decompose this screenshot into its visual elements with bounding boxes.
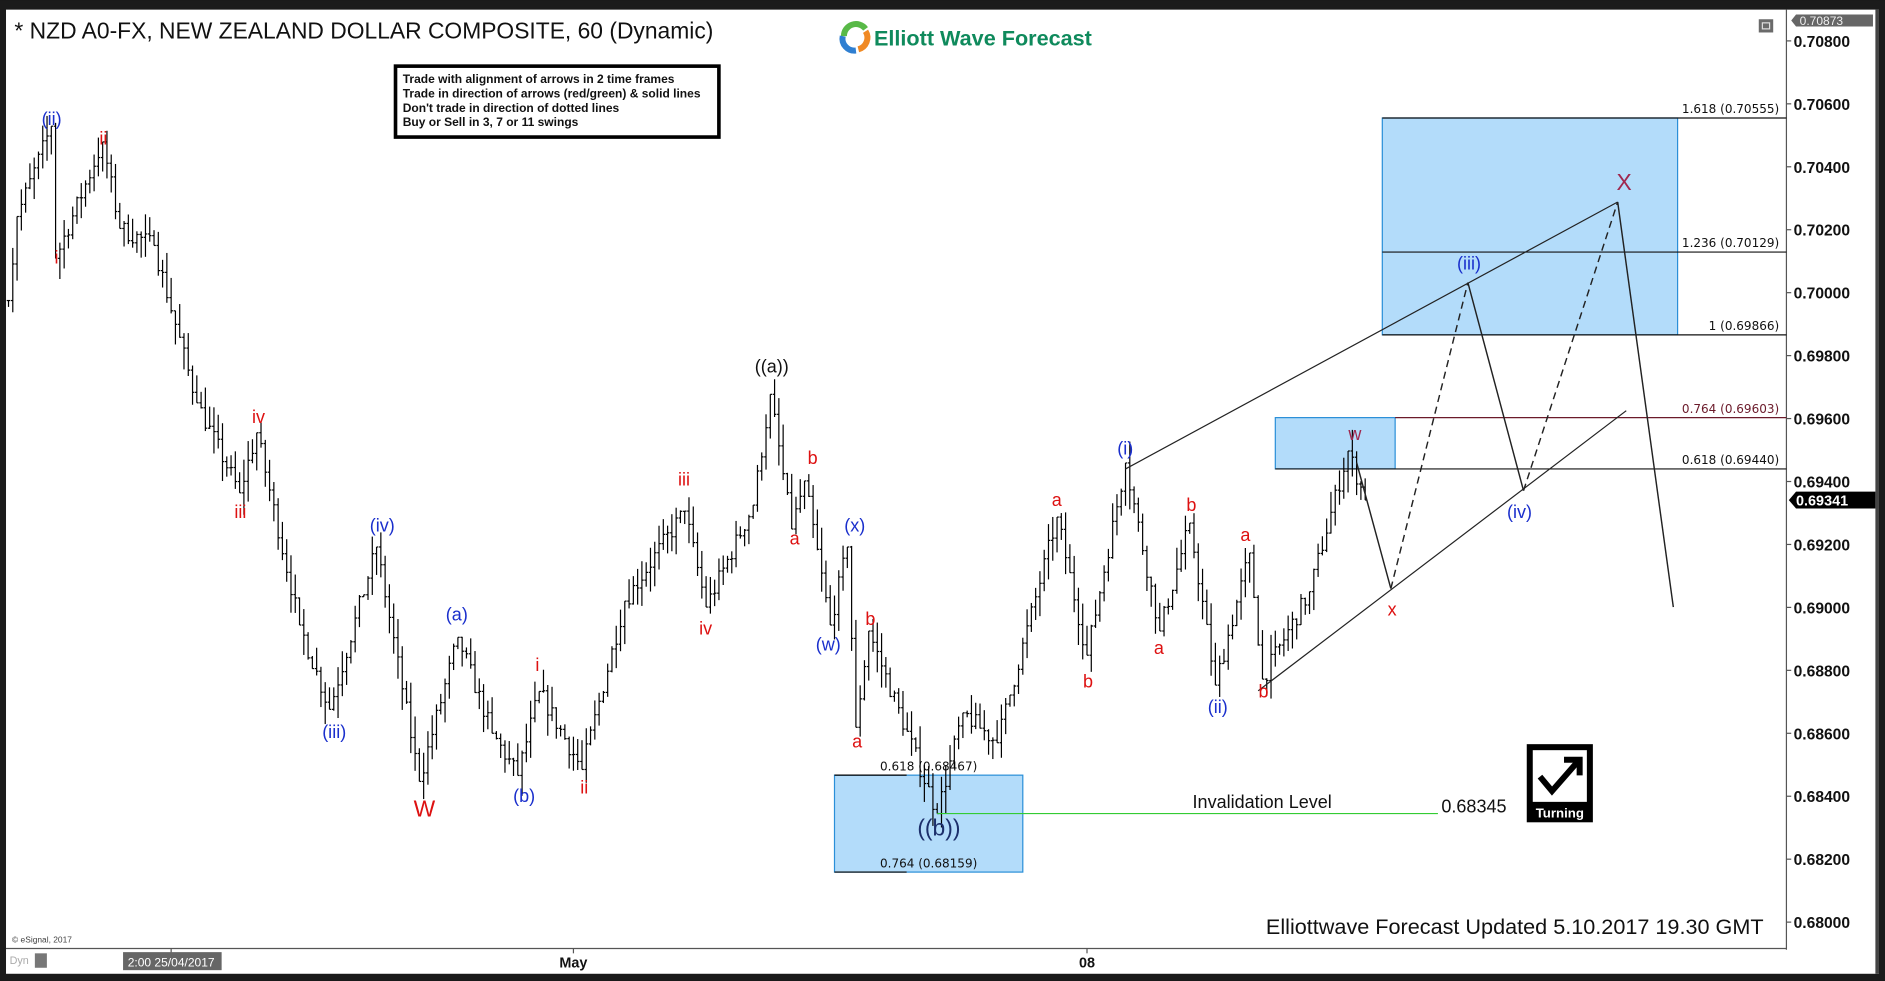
logo: Elliott Wave Forecast: [839, 21, 1092, 54]
wave-label: i: [535, 655, 539, 675]
wave-label: (a): [446, 604, 468, 624]
wave-label: b: [1258, 681, 1268, 701]
turning-badge: Turning: [1526, 744, 1593, 823]
wave-label: a: [790, 529, 801, 549]
price-bars: [6, 115, 1367, 828]
wave-label: X: [1617, 169, 1632, 195]
wave-label: ((a)): [755, 357, 789, 377]
wave-label: b: [808, 448, 818, 468]
wave-label: a: [1240, 525, 1251, 545]
forecast-solid-line: [1467, 282, 1525, 491]
fib-label: 1 (0.69866): [1709, 319, 1780, 333]
fib-label: 0.764 (0.69603): [1682, 402, 1779, 416]
channel-line: [1125, 201, 1618, 470]
wave-label: (ii): [1208, 697, 1228, 717]
y-tick-label: 0.68400: [1794, 789, 1851, 806]
wave-label: (iv): [1507, 502, 1532, 522]
wave-label: iii: [234, 502, 246, 522]
top-price-tag: 0.70873: [1791, 14, 1873, 28]
wave-label: b: [865, 609, 875, 629]
wave-label: W: [414, 795, 436, 821]
wave-label: iii: [678, 470, 690, 490]
rule-line: Don't trade in direction of dotted lines: [403, 101, 620, 115]
wave-label: i: [54, 247, 58, 267]
turning-label: Turning: [1536, 805, 1584, 820]
rule-line: Trade with alignment of arrows in 2 time…: [403, 72, 675, 86]
y-tick-label: 0.69200: [1794, 537, 1851, 554]
wave-label: a: [852, 732, 863, 752]
y-tick-label: 0.70000: [1794, 286, 1851, 303]
channel-line: [1257, 410, 1627, 692]
wave-label: a: [1052, 490, 1063, 510]
y-tick-label: 0.68200: [1794, 852, 1851, 869]
target-box: [1381, 117, 1679, 336]
forecast-dashed-line: [1390, 282, 1469, 589]
forecast-solid-line: [1355, 462, 1392, 589]
wave-label: (b): [513, 786, 535, 806]
invalidation-value: 0.68345: [1441, 797, 1506, 817]
fib-label: 0.618 (0.69440): [1682, 453, 1779, 467]
rules-box: Trade with alignment of arrows in 2 time…: [393, 64, 721, 139]
y-tick-label: 0.68600: [1794, 726, 1851, 743]
wave-label: w: [1347, 424, 1362, 444]
wave-label: ii: [580, 777, 588, 797]
y-tick-label: 0.70800: [1794, 34, 1851, 51]
wave-label: x: [1388, 600, 1397, 620]
x-tick-label: May: [559, 956, 587, 972]
top-price-value: 0.70873: [1800, 14, 1844, 28]
y-tick-label: 0.70200: [1794, 223, 1851, 240]
restore-window-icon[interactable]: [1758, 19, 1774, 33]
wave-label: b: [1186, 495, 1196, 515]
right-edge: [1875, 9, 1879, 974]
y-tick-label: 0.69800: [1794, 349, 1851, 366]
y-tick-label: 0.69600: [1794, 412, 1851, 429]
x-tick-label: 2:00 25/04/2017: [128, 956, 215, 970]
y-tick-label: 0.68800: [1794, 663, 1851, 680]
wave-label: ii: [99, 128, 107, 148]
wave-label: (iii): [322, 722, 346, 742]
wave-label: (x): [844, 515, 865, 535]
fib-label: 1.618 (0.70555): [1682, 102, 1779, 116]
forecast-dashed-line: [1522, 201, 1619, 491]
y-tick-label: 0.70600: [1794, 97, 1851, 114]
current-price-value: 0.69341: [1796, 493, 1848, 509]
dyn-label: Dyn: [10, 955, 29, 967]
fib-label: 1.236 (0.70129): [1682, 236, 1779, 250]
update-stamp: Elliottwave Forecast Updated 5.10.2017 1…: [1266, 914, 1764, 939]
forecast-solid-line: [1616, 201, 1675, 608]
dyn-toggle-button[interactable]: [34, 953, 47, 968]
wave-label: a: [1154, 638, 1165, 658]
logo-icon: [839, 21, 871, 54]
wave-label: ((b)): [917, 815, 960, 841]
wave-label: b: [1083, 672, 1093, 692]
x-cursor-tag: [123, 952, 222, 971]
rule-line: Trade in direction of arrows (red/green)…: [403, 86, 701, 100]
y-tick-label: 0.70400: [1794, 160, 1851, 177]
wave-label: (iii): [1457, 253, 1481, 273]
x-tick-label: 08: [1079, 956, 1095, 972]
rule-line: Buy or Sell in 3, 7 or 11 swings: [403, 115, 579, 129]
chart-title: * NZD A0-FX, NEW ZEALAND DOLLAR COMPOSIT…: [14, 17, 713, 43]
logo-text: Elliott Wave Forecast: [874, 26, 1092, 51]
invalidation-label: Invalidation Level: [1193, 792, 1332, 812]
restore-window-glyph: [1761, 22, 1771, 30]
current-price-tag: 0.69341: [1788, 491, 1876, 509]
y-tick-label: 0.68000: [1794, 915, 1851, 932]
wave-label: iv: [699, 619, 712, 639]
target-box: [1274, 417, 1396, 470]
wave-label: (iv): [370, 515, 395, 535]
wave-label: (i): [1117, 438, 1133, 458]
wave-label: (ii): [42, 109, 62, 129]
copyright: © eSignal, 2017: [12, 935, 72, 945]
target-box: [833, 774, 1024, 873]
fib-label: 0.764 (0.68159): [880, 856, 977, 870]
y-tick-label: 0.69400: [1794, 475, 1851, 492]
wave-label: iv: [252, 407, 265, 427]
y-tick-label: 0.69000: [1794, 600, 1851, 617]
check-arrow-up-right-icon: [1537, 756, 1583, 796]
wave-label: (w): [816, 634, 841, 654]
